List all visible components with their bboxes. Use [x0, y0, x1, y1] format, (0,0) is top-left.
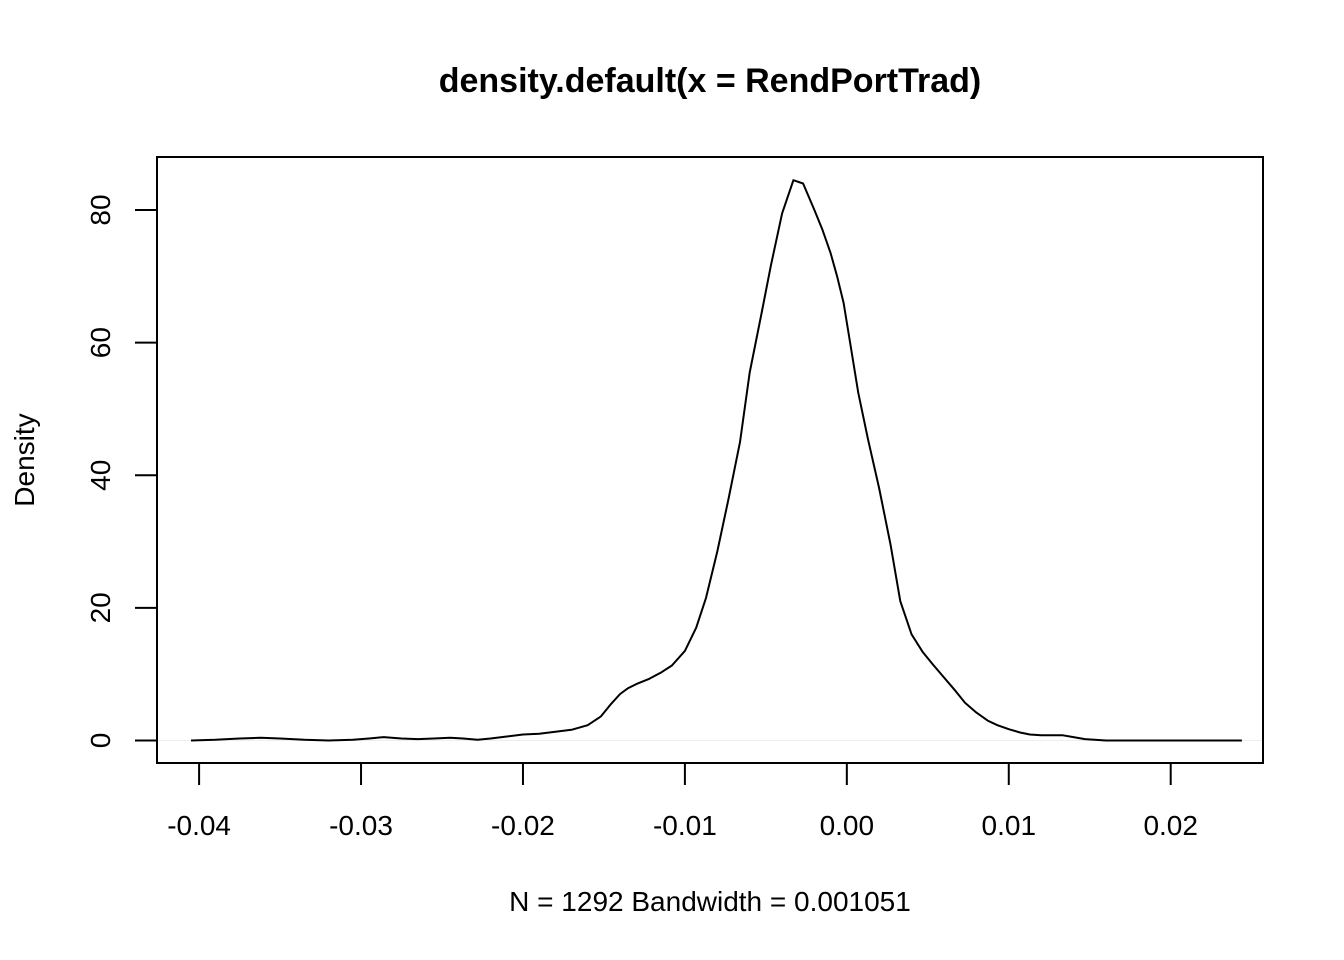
y-axis-label: Density: [9, 413, 40, 506]
y-tick-label: 0: [85, 733, 116, 749]
x-tick-label: -0.03: [329, 810, 393, 841]
density-curve: [190, 179, 1242, 742]
chart-title: density.default(x = RendPortTrad): [439, 62, 982, 100]
x-axis-label: N = 1292 Bandwidth = 0.001051: [509, 886, 911, 917]
plot-frame: [156, 156, 1264, 764]
y-tick-label: 20: [85, 592, 116, 623]
x-axis: -0.04 -0.03 -0.02 -0.01 0.00 0.01 0.02: [167, 762, 1198, 841]
y-axis: 0 20 40 60 80: [85, 194, 158, 749]
y-tick-label: 60: [85, 327, 116, 358]
x-tick-label: -0.02: [491, 810, 555, 841]
x-tick-label: 0.00: [820, 810, 875, 841]
x-tick-label: 0.02: [1143, 810, 1198, 841]
y-tick-label: 80: [85, 194, 116, 225]
x-tick-label: -0.01: [653, 810, 717, 841]
y-tick-label: 40: [85, 460, 116, 491]
x-tick-label: 0.01: [982, 810, 1037, 841]
x-tick-label: -0.04: [167, 810, 231, 841]
